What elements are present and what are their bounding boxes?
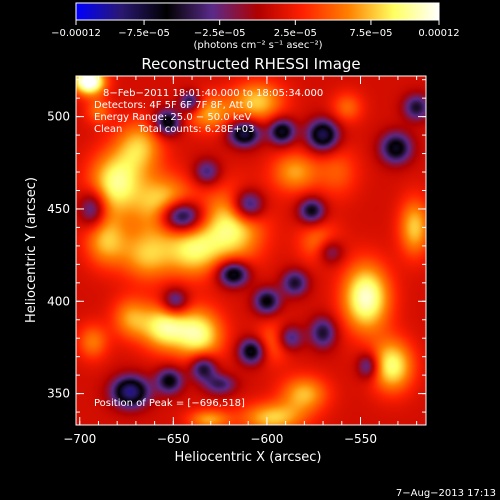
x-tick-label: −700	[63, 432, 96, 446]
annotation-detectors: Detectors: 4F 5F 6F 7F 8F, Att 0	[94, 100, 253, 111]
colorbar-tick-label: 7.5e−05	[349, 28, 392, 39]
heatmap-image	[76, 76, 426, 425]
colorbar: −0.00012 −7.5e−05 −2.5e−05 2.5e−05 7.5e−05 0.…	[51, 2, 460, 51]
chart-title: Reconstructed RHESSI Image	[141, 55, 360, 73]
colorbar-tick-label: −7.5e−05	[118, 28, 170, 39]
x-tick-label: −600	[250, 432, 283, 446]
peak-position-label: Position of Peak = [−696,518]	[94, 398, 245, 409]
annotation-clean-counts: Clean Total counts: 6.28E+03	[94, 124, 254, 135]
y-tick-label: 400	[47, 294, 70, 308]
annotation-block: 8−Feb−2011 18:01:40.000 to 18:05:34.000 …	[94, 88, 323, 135]
colorbar-ticks: −0.00012 −7.5e−05 −2.5e−05 2.5e−05 7.5e−05 0.…	[51, 20, 460, 39]
x-axis-label: Heliocentric X (arcsec)	[175, 450, 322, 465]
x-tick-label: −650	[157, 432, 190, 446]
annotation-time-range: 8−Feb−2011 18:01:40.000 to 18:05:34.000	[103, 88, 323, 99]
footer-timestamp: 7−Aug−2013 17:13	[396, 488, 496, 499]
y-tick-label: 500	[47, 110, 70, 124]
colorbar-gradient	[75, 2, 440, 21]
colorbar-tick-label: 2.5e−05	[274, 28, 317, 39]
colorbar-tick-label: −0.00012	[51, 28, 101, 39]
x-axis: −700 −650 −600 −550	[63, 76, 418, 446]
colorbar-tick-label: −2.5e−05	[194, 28, 246, 39]
annotation-energy-range: Energy Range: 25.0 − 50.0 keV	[94, 112, 251, 123]
colorbar-unit-label: (photons cm⁻² s⁻¹ asec⁻²)	[193, 40, 322, 51]
y-tick-label: 450	[47, 202, 70, 216]
plot-frame	[75, 75, 427, 426]
y-tick-label: 350	[47, 387, 70, 401]
y-axis-label: Heliocentric Y (arcsec)	[24, 177, 39, 323]
colorbar-tick-label: 0.00012	[418, 28, 459, 39]
x-tick-label: −550	[344, 432, 377, 446]
y-axis: 350 400 450 500	[47, 79, 426, 413]
